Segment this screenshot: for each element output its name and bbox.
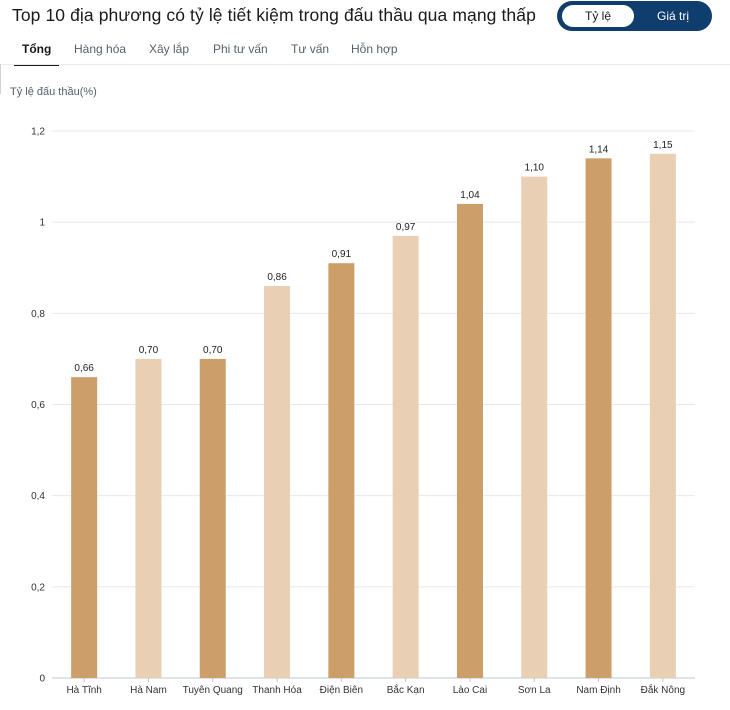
chart-header: Top 10 địa phương có tỷ lệ tiết kiệm tro… <box>12 0 720 34</box>
y-tick-label: 1,2 <box>31 127 45 138</box>
bar-chart: 0 0,2 0,4 0,6 0,8 1 1,2 0,66 Hà Tĩnh 0,70 Hà Nam 0,… <box>31 127 695 696</box>
bar <box>585 158 612 679</box>
tab-hon-hop[interactable]: Hỗn hợp <box>351 42 398 56</box>
data-label: 1,04 <box>460 190 480 201</box>
y-tick-label: 0,6 <box>31 400 45 411</box>
bar <box>649 153 676 678</box>
x-tick-label: Đắk Nông <box>641 683 685 696</box>
tab-tong[interactable]: Tổng <box>14 40 60 66</box>
data-label: 0,66 <box>74 363 94 374</box>
x-tick-label: Hà Tĩnh <box>66 685 101 696</box>
x-tick-label: Nam Định <box>576 685 620 696</box>
bar <box>456 203 483 678</box>
y-tick-label: 0,4 <box>31 491 45 502</box>
tab-tu-van[interactable]: Tư vấn <box>291 42 330 56</box>
data-label: 0,97 <box>396 222 416 233</box>
y-axis-title: Tỷ lệ đấu thầu(%) <box>10 86 97 98</box>
side-rule <box>0 64 1 94</box>
bar <box>135 358 162 678</box>
category-tabs: Tổng Hàng hóa Xây lắp Phi tư vấn Tư vấn … <box>12 40 728 66</box>
data-label: 1,15 <box>653 140 673 151</box>
x-tick-label: Bắc Kạn <box>387 683 425 696</box>
y-tick-label: 0,8 <box>31 309 45 320</box>
bar <box>199 358 226 678</box>
bar <box>521 176 548 678</box>
x-tick-label: Điện Biên <box>320 685 363 696</box>
tab-hang-hoa[interactable]: Hàng hóa <box>74 42 127 56</box>
tab-phi-tu-van[interactable]: Phi tư vấn <box>213 42 268 56</box>
data-label: 0,70 <box>203 345 223 356</box>
y-tick-label: 0 <box>39 674 45 685</box>
y-tick-label: 1 <box>39 218 45 229</box>
bar <box>264 285 291 678</box>
data-label: 0,91 <box>332 249 352 260</box>
tabs-divider <box>0 64 730 65</box>
tab-xay-lap[interactable]: Xây lắp <box>149 42 190 56</box>
bar <box>328 263 355 678</box>
x-tick-label: Thanh Hóa <box>252 685 302 696</box>
data-label: 0,70 <box>139 345 159 356</box>
data-label: 1,14 <box>589 144 609 155</box>
toggle-ratio-button[interactable]: Tỷ lệ <box>562 5 634 27</box>
toggle-value-button[interactable]: Giá trị <box>656 9 689 23</box>
data-label: 0,86 <box>267 272 287 283</box>
x-tick-label: Sơn La <box>518 685 551 696</box>
data-label: 1,10 <box>525 163 545 174</box>
chart-title: Top 10 địa phương có tỷ lệ tiết kiệm tro… <box>12 5 536 25</box>
bar <box>71 377 98 678</box>
x-tick-label: Lào Cai <box>453 685 487 696</box>
metric-toggle[interactable]: Tỷ lệ Giá trị <box>557 1 712 31</box>
x-tick-label: Hà Nam <box>130 685 167 696</box>
x-tick-label: Tuyên Quang <box>183 685 243 696</box>
y-tick-label: 0,2 <box>31 582 45 593</box>
bar <box>392 235 419 678</box>
